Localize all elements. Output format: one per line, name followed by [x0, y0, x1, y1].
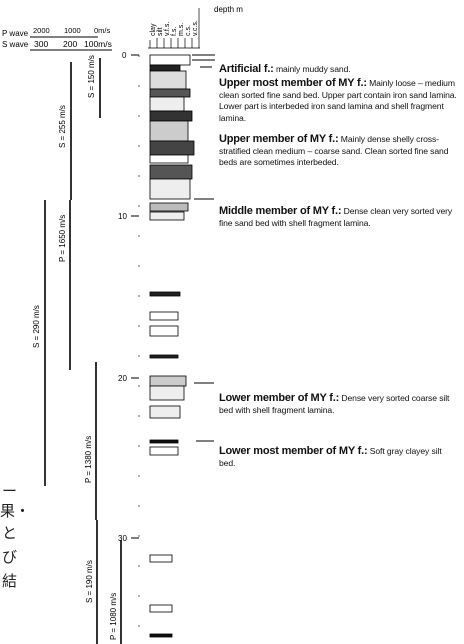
depth-tick: 30 — [118, 534, 127, 543]
unit-note: Lower member of MY f.: Dense very sorted… — [219, 393, 459, 416]
velocity-label: P = 1080 m/s — [109, 593, 118, 640]
unit-note: Upper most member of MY f.: Mainly loose… — [219, 78, 459, 124]
velocity-label: P = 1650 m/s — [58, 215, 67, 262]
grain-size-headers: clay silt v.f.s. f.s. m.s. c.s. v.c.s. — [148, 8, 200, 48]
unit-name: Artificial f.: — [219, 63, 274, 75]
depth-tick: 0 — [122, 51, 127, 60]
s-wave-tick: 300 — [34, 39, 48, 49]
side-text: 果・ — [0, 500, 30, 521]
unit-name: Middle member of MY f.: — [219, 205, 341, 217]
unit-note: Artificial f.: mainly muddy sand. — [219, 64, 459, 76]
unit-note: Upper member of MY f.: Mainly dense shel… — [219, 134, 459, 169]
side-text: ー — [2, 480, 17, 501]
depth-tick-marks — [131, 55, 139, 538]
depth-label: depth m — [214, 5, 243, 14]
grain-label: m.s. — [178, 23, 185, 36]
velocity-label: S = 190 m/s — [85, 560, 94, 603]
side-text: 結 — [2, 570, 17, 591]
grain-label: clay — [150, 23, 157, 36]
grain-label: v.c.s. — [192, 20, 199, 36]
depth-tick: 20 — [118, 374, 127, 383]
pointer-lines — [192, 55, 215, 441]
depth-tick: 10 — [118, 212, 127, 221]
velocity-label: S = 150 m/s — [87, 55, 96, 98]
side-text: び — [2, 546, 17, 567]
s-wave-tick: 100m/s — [84, 39, 112, 49]
grain-label: silt — [157, 27, 164, 36]
p-wave-tick: 0m/s — [94, 26, 111, 35]
velocity-bars — [45, 58, 121, 644]
velocity-label: P = 1380 m/s — [84, 436, 93, 483]
unit-note: Lower most member of MY f.: Soft gray cl… — [219, 446, 459, 469]
s-wave-label: S wave — [2, 40, 29, 49]
p-wave-tick: 2000 — [33, 26, 50, 35]
s-wave-tick: 200 — [63, 39, 77, 49]
column-log — [150, 55, 194, 637]
page: depth m P wave 2000 1000 0m/s S wave 300… — [0, 0, 464, 644]
grain-label: c.s. — [185, 25, 192, 36]
side-text: と — [2, 522, 17, 543]
p-wave-label: P wave — [2, 29, 29, 38]
unit-name: Lower member of MY f.: — [219, 392, 339, 404]
grain-label: f.s. — [171, 27, 178, 36]
unit-name: Upper most member of MY f.: — [219, 77, 367, 89]
unit-description: mainly muddy sand. — [276, 64, 351, 74]
unit-name: Upper member of MY f.: — [219, 133, 338, 145]
unit-note: Middle member of MY f.: Dense clean very… — [219, 206, 459, 229]
p-wave-tick: 1000 — [64, 26, 81, 35]
velocity-label: S = 255 m/s — [58, 105, 67, 148]
grain-label: v.f.s. — [164, 22, 171, 36]
unit-name: Lower most member of MY f.: — [219, 445, 367, 457]
velocity-label: S = 290 m/s — [32, 305, 41, 348]
